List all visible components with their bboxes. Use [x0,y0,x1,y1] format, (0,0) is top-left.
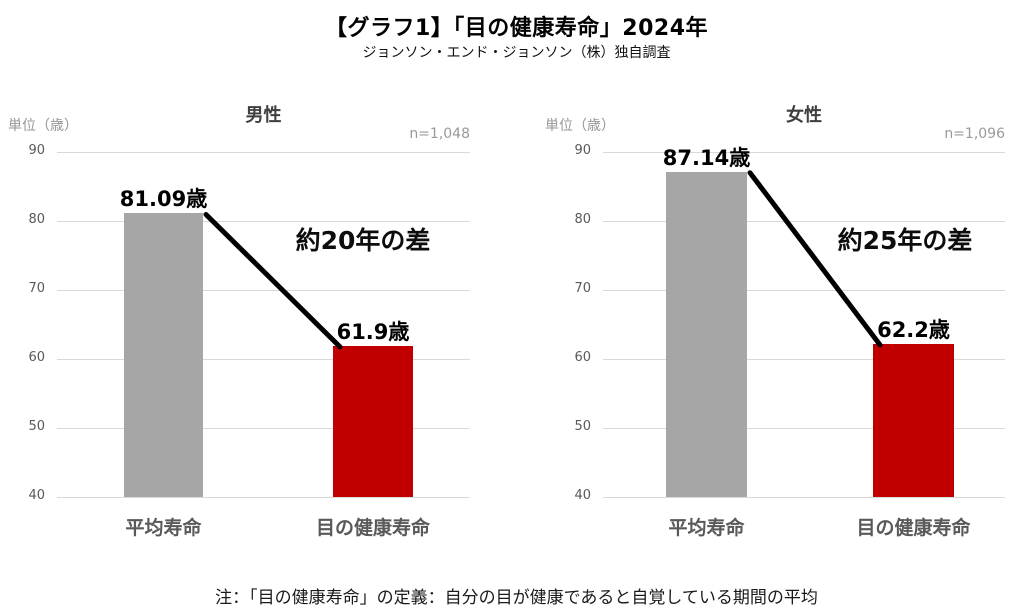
value-label-1: 62.2歳 [877,317,950,342]
page-subtitle: ジョンソン・エンド・ジョンソン（株）独自調査 [362,45,671,61]
gridline-60 [603,359,1005,360]
y-tick-90: 90 [28,143,45,158]
unit-label: 単位（歳） [8,118,78,134]
value-label-0: 87.14歳 [662,145,751,170]
gap-annotation: 約20年の差 [295,226,431,255]
category-label-1: 目の健康寿命 [856,517,971,539]
gridline-70 [57,290,470,291]
gridline-70 [603,290,1005,291]
y-tick-40: 40 [28,488,45,503]
page-title: 【グラフ1】「目の健康寿命」2024年 [324,16,709,41]
category-label-0: 平均寿命 [668,517,745,539]
y-tick-80: 80 [574,212,591,227]
y-tick-80: 80 [28,212,45,227]
y-tick-50: 50 [28,419,45,434]
y-tick-60: 60 [28,350,45,365]
gridline-90 [603,152,1005,153]
plot-area: 90 80 70 60 50 40 81.09歳 平均寿命 61.9歳目の健康寿命 [5,95,505,565]
average-lifespan-bar [666,171,747,497]
gap-annotation: 約25年の差 [837,226,973,255]
gridline-40 [603,497,1005,498]
chart-panel-female: 単位（歳） 女性 n=1,096 90 80 70 60 50 40 87.14歳 平均寿命 6… [523,95,1023,565]
value-label-0: 81.09歳 [119,187,208,212]
y-tick-60: 60 [574,350,591,365]
gridline-50 [57,428,470,429]
category-label-1: 目の健康寿命 [315,517,431,539]
gridline-60 [57,359,470,360]
y-tick-70: 70 [574,281,591,296]
y-tick-90: 90 [574,143,591,158]
value-label-1: 61.9歳 [336,319,410,344]
unit-label: 単位（歳） [545,118,615,134]
category-label-0: 平均寿命 [125,517,202,539]
plot-area: 90 80 70 60 50 40 87.14歳 平均寿命 62.2歳目の健康寿命 [523,95,1023,565]
gap-connector-line [203,211,343,350]
y-tick-40: 40 [574,488,591,503]
eye-health-lifespan-bar [333,345,413,497]
eye-health-lifespan-bar [873,343,954,497]
sample-size-label: n=1,048 [409,126,470,142]
y-tick-70: 70 [28,281,45,296]
sample-size-label: n=1,096 [944,126,1005,142]
footnote: 注：「目の健康寿命」の定義：自分の目が健康であると自覚している期間の平均 [215,588,818,608]
y-tick-50: 50 [574,419,591,434]
average-lifespan-bar [124,213,203,497]
panel-title-male: 男性 [245,105,282,126]
gridline-50 [603,428,1005,429]
gridline-90 [57,152,470,153]
panel-title-female: 女性 [786,105,822,126]
gridline-40 [57,497,470,498]
chart-panel-male: 単位（歳） 男性 n=1,048 90 80 70 60 50 40 81.09歳 平均寿命 6… [5,95,505,565]
